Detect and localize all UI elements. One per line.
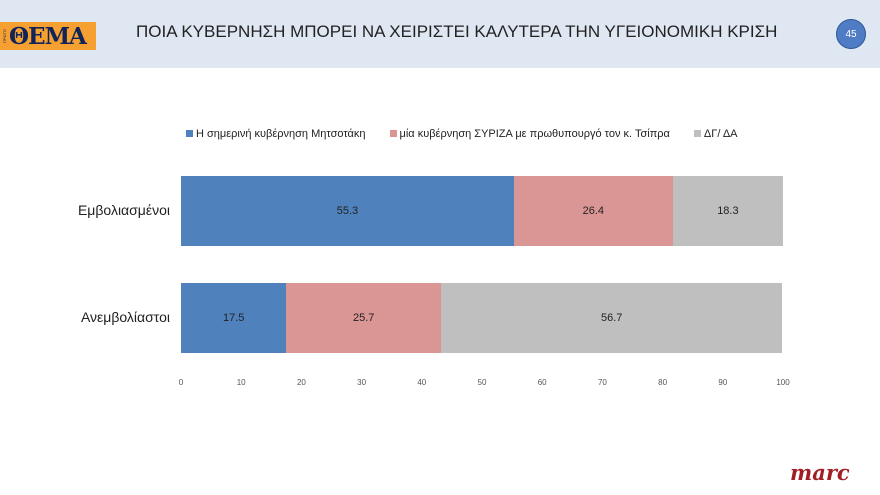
x-tick-label: 40 [417, 378, 427, 387]
bar-segment: 25.7 [286, 283, 442, 353]
legend-item: Η σημερινή κυβέρνηση Μητσοτάκη [186, 128, 366, 140]
legend-swatch [693, 130, 701, 137]
category-label: Ανεμβολίαστοι [80, 309, 170, 325]
x-tick-label: 80 [658, 378, 668, 387]
legend-swatch [389, 130, 397, 137]
x-tick-label: 90 [718, 378, 728, 387]
chart-legend: Η σημερινή κυβέρνηση Μητσοτάκη μία κυβέρν… [186, 128, 738, 140]
slide-title: ΠΟΙΑ ΚΥΒΕΡΝΗΣΗ ΜΠΟΡΕΙ ΝΑ ΧΕΙΡΙΣΤΕΙ ΚΑΛΥΤ… [136, 22, 778, 41]
data-label: 25.7 [352, 312, 375, 324]
marc-logo: marc [790, 460, 850, 485]
legend-item: ΔΓ/ ΔΑ [693, 128, 738, 140]
bar-segment: 56.7 [441, 283, 783, 353]
data-label: 18.3 [717, 205, 739, 217]
bar-segment: 55.3 [181, 176, 514, 246]
legend-label: μία κυβέρνηση ΣΥΡΙΖΑ με πρωθυπουργό τον … [399, 128, 670, 140]
x-tick-label: 20 [296, 378, 306, 387]
page-number: 45 [836, 19, 866, 49]
data-label: 56.7 [601, 312, 623, 324]
bar-segment: 17.5 [181, 283, 287, 353]
logo-text: ΘΕΜΑ [9, 22, 87, 50]
legend-label: ΔΓ/ ΔΑ [703, 128, 738, 140]
category-label: Εμβολιασμένοι [77, 202, 170, 218]
legend-item: μία κυβέρνηση ΣΥΡΙΖΑ με πρωθυπουργό τον … [389, 128, 670, 140]
x-tick-label: 60 [537, 378, 547, 387]
x-tick-label: 10 [236, 378, 246, 387]
x-tick-label: 30 [357, 378, 367, 387]
data-label: 26.4 [582, 205, 605, 217]
header-band: ΠΡΩΤΟ ΘΕΜΑ ΠΟΙΑ ΚΥΒΕΡΝΗΣΗ ΜΠΟΡΕΙ ΝΑ ΧΕΙΡ… [0, 0, 880, 68]
data-label: 55.3 [336, 205, 359, 217]
bar-segment: 26.4 [513, 176, 673, 246]
legend-label: Η σημερινή κυβέρνηση Μητσοτάκη [196, 128, 366, 140]
logo-prefix: ΠΡΩΤΟ [2, 28, 7, 44]
x-tick-label: 50 [477, 378, 487, 387]
x-tick-label: 0 [178, 378, 184, 387]
data-label: 17.5 [222, 312, 245, 324]
legend-swatch [186, 130, 193, 137]
x-tick-label: 100 [776, 378, 790, 387]
x-tick-label: 70 [597, 378, 607, 387]
bar-segment: 18.3 [672, 176, 783, 246]
proto-thema-logo: ΠΡΩΤΟ ΘΕΜΑ [0, 22, 96, 50]
